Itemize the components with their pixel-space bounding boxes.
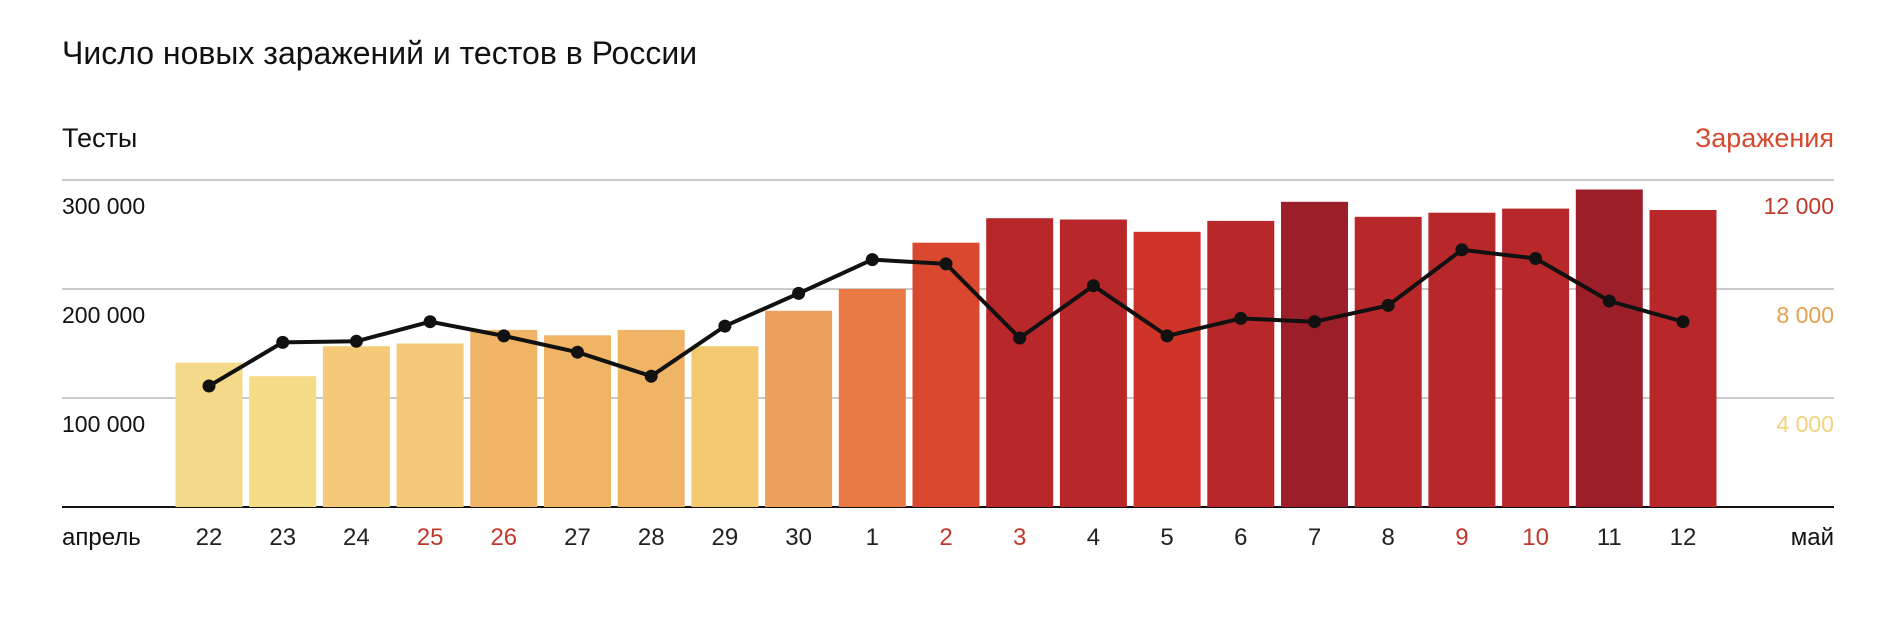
bar xyxy=(544,335,611,507)
category-label: 3 xyxy=(1013,524,1026,551)
category-label: 24 xyxy=(343,524,370,551)
category-label: 5 xyxy=(1160,524,1173,551)
tests-point xyxy=(865,253,879,267)
bar xyxy=(765,310,833,507)
x-end-label: май xyxy=(1791,524,1834,551)
tests-point xyxy=(571,345,584,359)
left-axis-title: Тесты xyxy=(62,123,137,153)
bar xyxy=(249,376,317,507)
bar xyxy=(912,242,980,507)
tests-point xyxy=(1234,311,1248,325)
category-label: 6 xyxy=(1234,524,1247,551)
chart-title: Число новых заражений и тестов в России xyxy=(62,35,697,71)
category-label: 7 xyxy=(1308,524,1321,551)
bar xyxy=(691,346,759,507)
tests-point xyxy=(1308,315,1321,329)
bar xyxy=(470,329,538,507)
tests-point xyxy=(1602,294,1616,308)
category-labels: 22 23 24 25 26 27 28 29 30 1 2 3 4 5 6 7 8 9 10 11 12 xyxy=(196,524,1697,551)
tests-point xyxy=(792,286,806,300)
left-tick-label: 100 000 xyxy=(62,411,145,437)
right-tick-label: 12 000 xyxy=(1764,193,1834,219)
right-tick-label: 4 000 xyxy=(1776,411,1834,437)
tests-point xyxy=(1086,279,1100,293)
bar xyxy=(1649,210,1717,507)
tests-point xyxy=(276,335,290,349)
category-label: 28 xyxy=(638,524,665,551)
tests-point xyxy=(1455,243,1469,257)
category-label: 8 xyxy=(1382,524,1395,551)
category-label: 2 xyxy=(939,524,952,551)
tests-point xyxy=(423,315,437,329)
bar xyxy=(838,289,906,507)
bar xyxy=(1354,216,1422,508)
category-label: 11 xyxy=(1597,524,1622,551)
right-axis-title: Заражения xyxy=(1695,123,1834,153)
bar xyxy=(1133,231,1201,508)
right-tick-label: 8 000 xyxy=(1776,302,1834,328)
tests-point xyxy=(939,257,953,271)
category-label: 4 xyxy=(1087,524,1100,551)
category-label: 9 xyxy=(1455,524,1468,551)
tests-point xyxy=(497,329,511,343)
category-label: 10 xyxy=(1522,524,1549,551)
tests-point xyxy=(1676,315,1690,329)
bar xyxy=(986,218,1054,507)
bars xyxy=(175,189,1717,508)
bar xyxy=(396,343,464,507)
tests-point xyxy=(1013,331,1027,345)
left-tick-label: 300 000 xyxy=(62,193,145,219)
tests-point xyxy=(349,334,363,348)
tests-point xyxy=(1381,298,1395,312)
bar xyxy=(1059,219,1127,507)
x-start-label: апрель xyxy=(62,524,141,551)
bar xyxy=(1207,220,1275,507)
tests-point xyxy=(202,379,216,393)
category-label: 27 xyxy=(564,524,591,551)
tick-labels: 100 000 200 000 300 000 4 000 8 000 12 000 xyxy=(62,193,1834,437)
bar xyxy=(1281,201,1348,508)
category-label: 26 xyxy=(490,524,517,551)
bar xyxy=(322,346,390,507)
category-label: 29 xyxy=(712,524,739,551)
category-label: 12 xyxy=(1670,524,1697,551)
category-label: 22 xyxy=(196,524,223,551)
bar xyxy=(617,329,685,507)
category-label: 1 xyxy=(866,524,879,551)
tests-point xyxy=(1160,329,1174,343)
tests-point xyxy=(718,319,732,333)
category-label: 25 xyxy=(417,524,444,551)
bar xyxy=(1575,189,1643,507)
left-tick-label: 200 000 xyxy=(62,302,145,328)
tests-line xyxy=(202,243,1690,393)
tests-point xyxy=(1529,252,1543,265)
category-label: 30 xyxy=(785,524,812,551)
tests-point xyxy=(644,369,658,383)
category-label: 23 xyxy=(269,524,296,551)
bar xyxy=(1428,212,1496,507)
